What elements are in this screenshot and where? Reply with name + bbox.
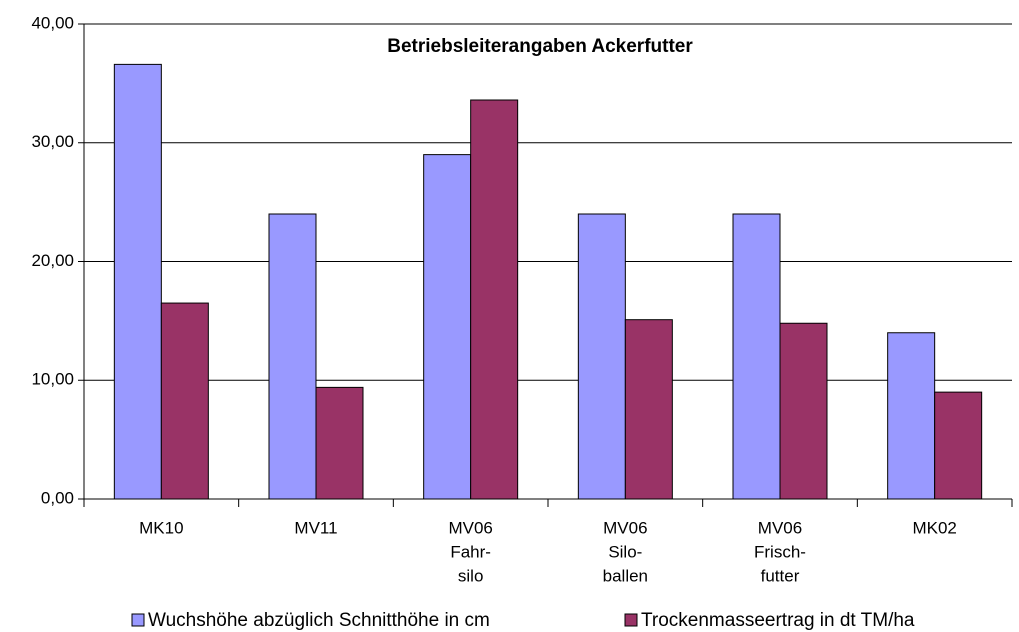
- y-tick-label: 10,00: [31, 370, 74, 389]
- x-tick-label: Frisch-: [754, 542, 806, 561]
- y-tick-label: 0,00: [41, 488, 74, 507]
- x-tick-label: MK10: [139, 518, 183, 537]
- x-tick-label: ballen: [603, 566, 648, 585]
- x-tick-label: futter: [761, 566, 800, 585]
- bar: [113, 63, 162, 500]
- legend-label: Wuchshöhe abzüglich Schnitthöhe in cm: [148, 610, 490, 631]
- bar: [160, 302, 209, 500]
- bar: [423, 154, 472, 500]
- bar: [732, 213, 781, 500]
- bar: [779, 322, 828, 500]
- bar: [315, 386, 364, 500]
- legend-swatch: [624, 613, 638, 627]
- bar: [624, 319, 673, 500]
- x-tick-label: MK02: [912, 518, 956, 537]
- chart-title: Betriebsleiterangaben Ackerfutter: [387, 36, 693, 57]
- y-tick-label: 20,00: [31, 251, 74, 270]
- x-tick-label: MV11: [294, 518, 337, 537]
- legend-label: Trockenmasseertrag in dt TM/ha: [641, 610, 915, 631]
- bar: [470, 99, 519, 500]
- bar: [887, 332, 936, 500]
- x-tick-label: MV06: [758, 518, 802, 537]
- bar: [268, 213, 317, 500]
- x-tick-label: Fahr-: [450, 542, 491, 561]
- x-tick-label: Silo-: [608, 542, 642, 561]
- bar: [934, 391, 983, 500]
- x-tick-label: MV06: [603, 518, 647, 537]
- bar: [577, 213, 626, 500]
- legend-swatch: [131, 613, 145, 627]
- y-tick-label: 30,00: [31, 132, 74, 151]
- y-tick-label: 40,00: [31, 13, 74, 32]
- x-tick-label: silo: [458, 566, 484, 585]
- x-tick-label: MV06: [448, 518, 492, 537]
